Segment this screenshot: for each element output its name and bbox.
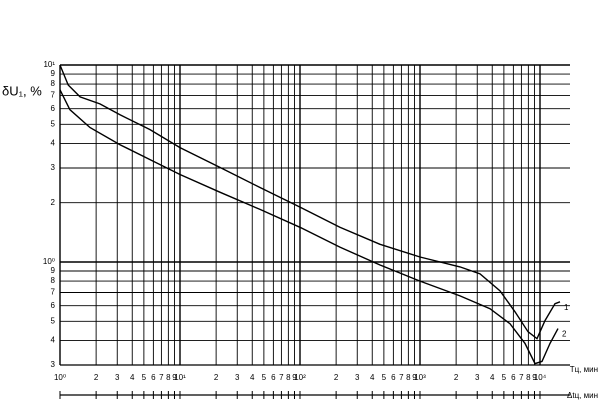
x-tick-label: 5 [262, 373, 267, 382]
x-tick-label: 10⁴ [534, 373, 547, 382]
x-tick-label: 8 [526, 373, 531, 382]
y-tick-label: 4 [51, 139, 56, 148]
data-line [59, 89, 559, 365]
x-tick-label: 9 [532, 373, 537, 382]
y-tick-label: 6 [51, 301, 56, 310]
y-tick-label: 4 [51, 335, 56, 344]
x-tick-label: 8 [406, 373, 411, 382]
x-tick-label: 10⁰ [54, 373, 66, 382]
x-tick-label: 7 [399, 373, 404, 382]
y-tick-label: 10⁰ [43, 257, 55, 266]
y-tick-label: 6 [51, 104, 56, 113]
x-tick-label: 5 [382, 373, 387, 382]
x-tick-label: 3 [115, 373, 120, 382]
y-tick-label: 3 [51, 360, 56, 369]
x-tick-label: 10¹ [174, 373, 186, 382]
x-tick-label: 4 [490, 373, 495, 382]
y-tick-label: 9 [51, 266, 56, 275]
x-tick-label: 3 [355, 373, 360, 382]
x-tick-label: 7 [519, 373, 524, 382]
x-tick-label: 6 [151, 373, 156, 382]
y-tick-label: 5 [51, 316, 56, 325]
y-tick-label: 10¹ [43, 60, 55, 69]
x-tick-label: 3 [475, 373, 480, 382]
x-tick-label: 10² [294, 373, 306, 382]
x-tick-label: 2 [94, 373, 99, 382]
series-label: 2 [562, 330, 567, 339]
y-axis-title: δU₁, % [2, 83, 42, 98]
y-tick-label: 2 [51, 198, 56, 207]
x-tick-label: 7 [279, 373, 284, 382]
series-label: 1 [564, 303, 569, 312]
x-tick-label: 4 [130, 373, 135, 382]
y-tick-label: 7 [51, 288, 56, 297]
x-tick-label: 9 [412, 373, 417, 382]
x2-axis-title: Δtц, мин [567, 391, 598, 400]
y-tick-label: 8 [51, 276, 56, 285]
x-tick-label: 4 [250, 373, 255, 382]
x-tick-label: 4 [370, 373, 375, 382]
y-tick-label: 3 [51, 163, 56, 172]
y-tick-label: 7 [51, 91, 56, 100]
data-line [59, 64, 561, 340]
x-axis-title: Tц, мин [570, 365, 598, 374]
x-tick-label: 2 [214, 373, 219, 382]
x-tick-label: 3 [235, 373, 240, 382]
x-tick-label: 8 [166, 373, 171, 382]
x-tick-label: 6 [271, 373, 276, 382]
x-tick-label: 9 [292, 373, 297, 382]
x-tick-label: 2 [454, 373, 459, 382]
x-tick-label: 5 [502, 373, 507, 382]
x-tick-label: 10³ [414, 373, 426, 382]
x-tick-label: 2 [334, 373, 339, 382]
y-tick-label: 9 [51, 69, 56, 78]
x-tick-label: 6 [511, 373, 516, 382]
y-tick-label: 5 [51, 119, 56, 128]
x-tick-label: 8 [286, 373, 291, 382]
x-tick-label: 7 [159, 373, 164, 382]
x-tick-label: 6 [391, 373, 396, 382]
x-tick-label: 5 [142, 373, 147, 382]
x-tick-label: 9 [172, 373, 177, 382]
y-tick-label: 8 [51, 79, 56, 88]
